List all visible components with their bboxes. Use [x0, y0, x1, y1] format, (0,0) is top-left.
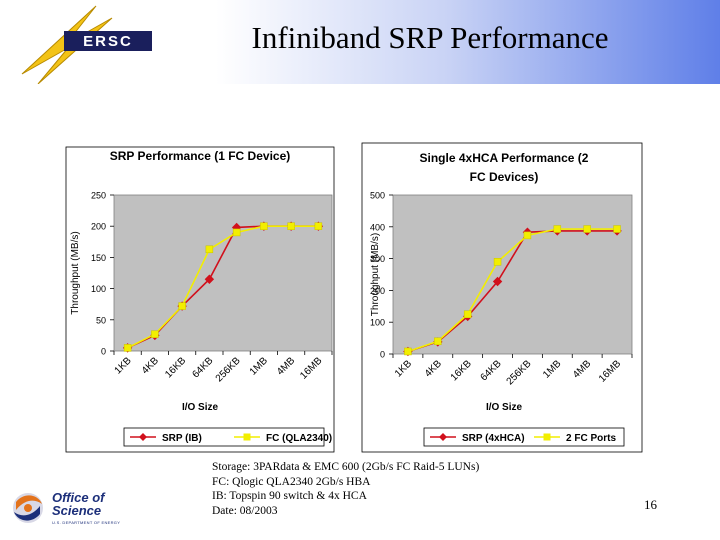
chart1-point-diamond	[204, 274, 215, 284]
chart1-point-square	[178, 302, 186, 310]
chart1-point-square	[232, 228, 241, 237]
chart2-legend-marker	[543, 433, 551, 441]
chart1-point-square	[151, 330, 159, 338]
chart1-point-square	[205, 245, 214, 254]
nersc-logo: ERSC	[21, 5, 152, 84]
chart2-legend-box	[423, 427, 625, 447]
chart1-point-square	[260, 222, 268, 230]
chart2-plot-area	[392, 194, 633, 355]
chart2-point-diamond	[492, 276, 503, 287]
chart2-point-square	[493, 258, 502, 266]
chart1-legend-marker	[139, 433, 147, 441]
page-number: 16	[644, 497, 657, 512]
chart1-ytick-label: 0	[101, 347, 106, 357]
chart1-legend-marker	[243, 433, 251, 441]
chart2-ytick-label: 300	[370, 254, 385, 264]
doe-text: U.S. DEPARTMENT OF ENERGY	[52, 520, 121, 525]
chart1-ytick-label: 50	[96, 315, 106, 325]
logo-line-2: Science	[52, 503, 102, 518]
chart2-title-line-1: Single 4xHCA Performance (2	[420, 151, 589, 165]
slide-title: Infiniband SRP Performance	[251, 20, 609, 55]
chart1-legend-label: SRP (IB)	[162, 433, 202, 444]
chart2-point-square	[434, 337, 442, 346]
office-of-science-logo	[13, 493, 43, 523]
chart2-legend-marker	[439, 433, 447, 441]
caption-line-ib: IB: Topspin 90 switch & 4x HCA	[212, 490, 367, 502]
caption: Storage: 3PARdata & EMC 600 (2Gb/s FC Ra…	[212, 460, 592, 518]
chart2-point-square	[553, 225, 562, 233]
chart1-ylabel: Throughput (MB/s)	[70, 231, 81, 314]
caption-line-date: Date: 08/2003	[212, 504, 278, 517]
chart2-point-square	[613, 225, 621, 233]
chart2-point-square	[463, 310, 472, 318]
chart2-legend-label: SRP (4xHCA)	[462, 433, 525, 444]
logo-line-1: Office of	[52, 490, 105, 505]
chart1-ytick-label: 150	[91, 253, 106, 263]
chart2-title-line-2: FC Devices)	[470, 170, 539, 184]
chart2-ytick-label: 100	[370, 318, 385, 328]
chart1-series-line-2	[127, 225, 319, 349]
chart1-point-square	[123, 344, 132, 352]
chart1-ytick-label: 100	[91, 284, 106, 294]
chart2-legend-label: 2 FC Ports	[566, 433, 616, 444]
chart2-ytick-label: 500	[370, 191, 385, 201]
caption-line-fc: FC: Qlogic QLA2340 2Gb/s HBA	[212, 475, 371, 488]
caption-line-storage: Storage: 3PARdata & EMC 600 (2Gb/s FC Ra…	[212, 461, 480, 473]
chart2-point-square	[523, 231, 532, 240]
chart1-legend-box	[123, 427, 325, 447]
chart2-ylabel: Throughput (MB/s)	[370, 233, 381, 316]
chart1-ytick-label: 200	[91, 222, 106, 232]
chart1-xlabel: I/O Size	[182, 402, 219, 413]
chart1-title: SRP Performance (1 FC Device)	[110, 149, 291, 163]
chart2-point-square	[583, 225, 591, 233]
office-of-science-text: Office of Science	[52, 491, 105, 517]
chart2-ytick-label: 200	[370, 286, 385, 296]
chart2-ytick-label: 400	[370, 222, 385, 232]
chart1-point-square	[314, 222, 323, 230]
chart1-legend-label: FC (QLA2340)	[266, 433, 332, 444]
chart2-xlabel: I/O Size	[486, 402, 523, 413]
chart2-series-line-2	[407, 228, 618, 353]
chart2-point-square	[404, 347, 412, 356]
chart1-plot-area	[113, 194, 333, 352]
chart1-point-square	[287, 222, 295, 230]
svg-text:ERSC: ERSC	[83, 33, 133, 50]
chart1-ytick-label: 250	[91, 191, 106, 201]
chart2-ytick-label: 0	[380, 350, 385, 360]
